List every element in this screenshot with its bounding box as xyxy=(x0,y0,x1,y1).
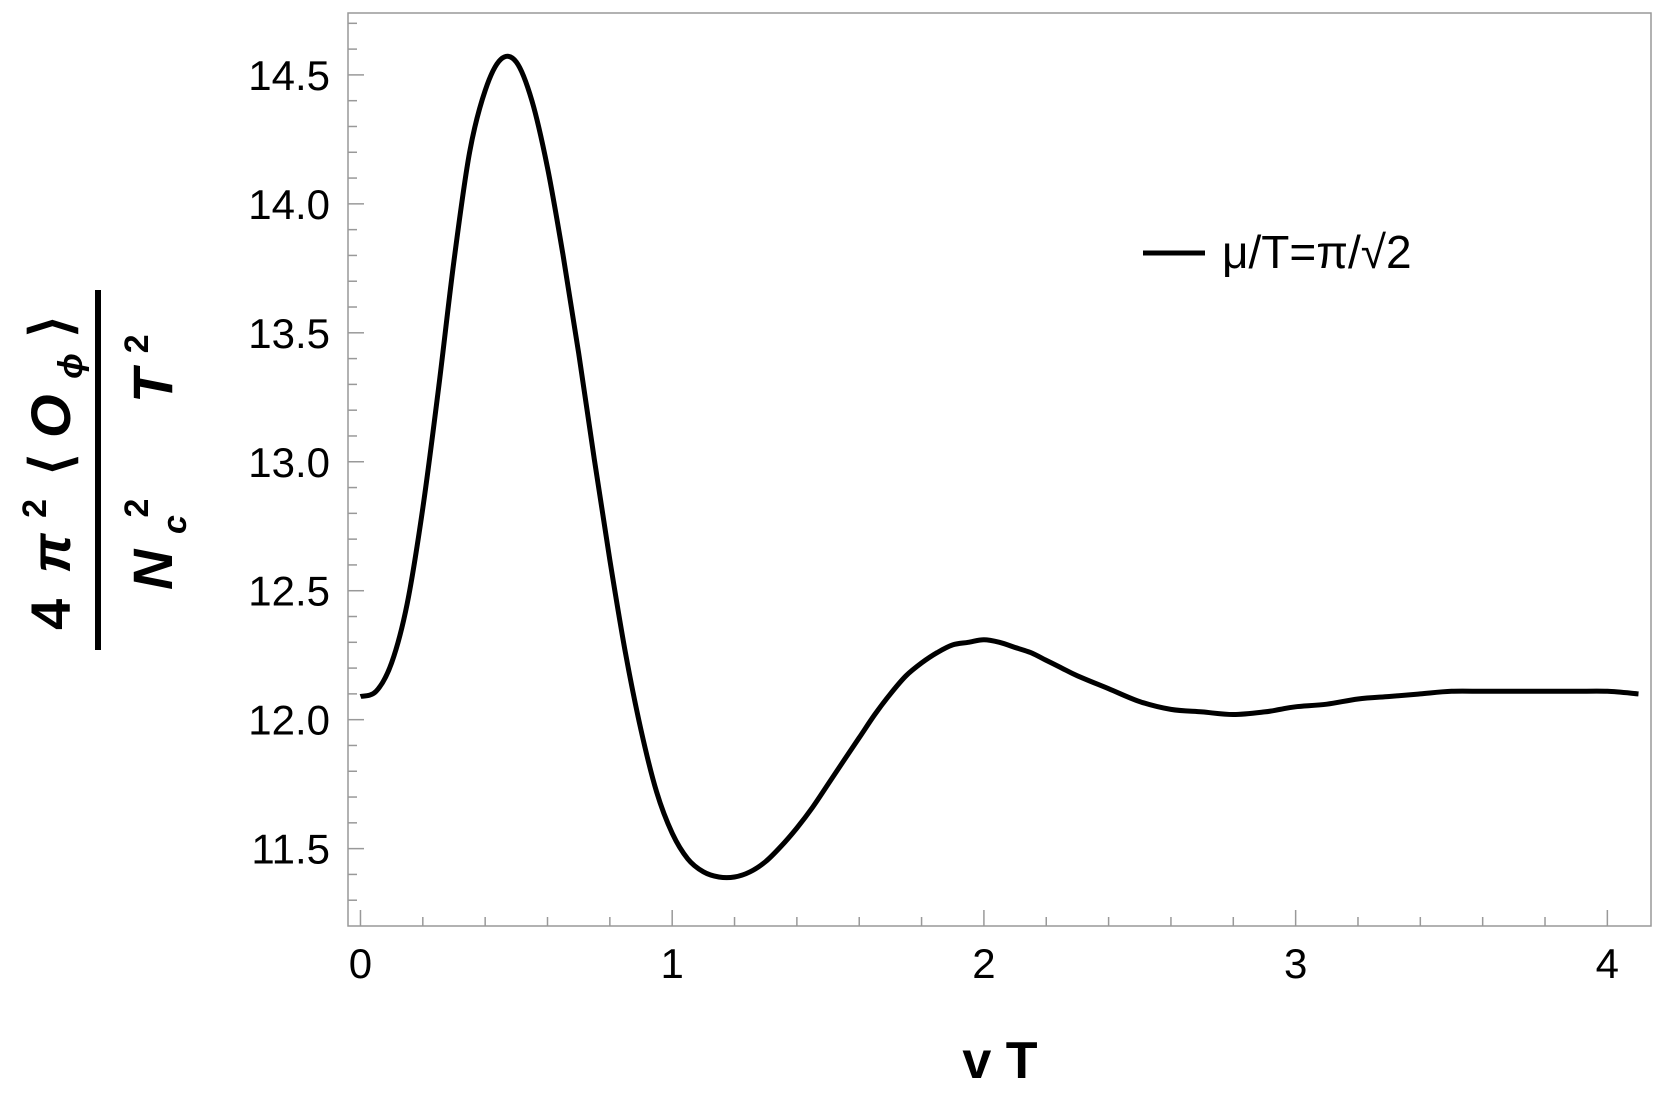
y-label-close: ⟩ xyxy=(19,316,82,338)
y-tick-label: 13.0 xyxy=(248,439,330,486)
y-label-t: T xyxy=(121,364,184,403)
tick-labels: 0 1 2 3 4 11.5 12.0 12.5 13.0 13.5 14.0 14.5 xyxy=(248,52,1619,987)
y-label-t-exp: 2 xyxy=(118,334,156,353)
legend: μ/T=π/√2 xyxy=(1143,226,1412,278)
y-label-pi: π xyxy=(19,532,82,573)
x-tick-label: 2 xyxy=(972,940,995,987)
y-label-open: ⟨ xyxy=(19,454,82,476)
series-layer xyxy=(359,53,1639,881)
series-line xyxy=(359,53,1639,881)
y-label-op-sub: ϕ xyxy=(52,353,90,379)
y-tick-label: 12.0 xyxy=(248,697,330,744)
y-label-nc: N xyxy=(121,548,184,590)
svg-text:4 π 2 ⟨: 4 π 2 ⟨ O ϕ ⟩ xyxy=(0,316,94,630)
svg-text:N c 2 T: N c 2 T 2 xyxy=(97,334,198,590)
y-tick-label: 13.5 xyxy=(248,310,330,357)
x-axis-label: v T xyxy=(962,1032,1037,1090)
y-tick-label: 14.5 xyxy=(248,52,330,99)
x-tick-label: 3 xyxy=(1284,940,1307,987)
legend-label: μ/T=π/√2 xyxy=(1222,226,1412,278)
y-label-coef: 4 xyxy=(19,599,82,630)
axis-ticks xyxy=(348,22,1609,926)
y-label-nc-exp: 2 xyxy=(118,499,156,518)
plot-frame xyxy=(347,12,1652,927)
x-tick-label: 4 xyxy=(1596,940,1619,987)
y-label-op: O xyxy=(19,394,82,438)
x-tick-label: 1 xyxy=(661,940,684,987)
y-tick-label: 11.5 xyxy=(251,826,330,873)
y-tick-label: 14.0 xyxy=(248,181,330,228)
y-label-nc-sub: c xyxy=(156,515,194,534)
y-axis-label: 4 π 2 ⟨ O ϕ ⟩ N c 2 T 2 xyxy=(0,290,198,650)
y-tick-label: 12.5 xyxy=(248,568,330,615)
y-label-pi-exp: 2 xyxy=(16,499,54,518)
x-tick-label: 0 xyxy=(349,940,372,987)
